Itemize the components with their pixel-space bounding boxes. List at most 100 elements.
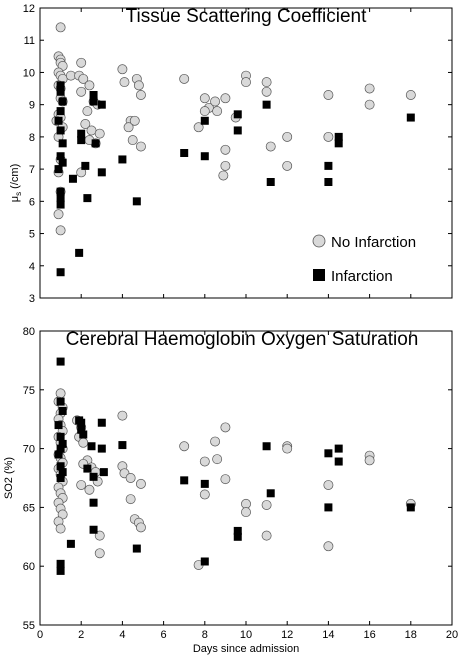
no-infarction-point [261, 530, 272, 541]
infarction-point [83, 194, 92, 203]
infarction-point [132, 544, 141, 553]
no-infarction-point [220, 422, 231, 433]
scattering-panel: Tissue Scattering Coefficient 3 4 5 6 7 8 9 10 1… [9, 3, 453, 305]
no-infarction-point [199, 456, 210, 467]
oxygen-plot-frame [39, 330, 453, 626]
no-infarction-point [364, 99, 375, 110]
x-tick-label: 0 [37, 629, 43, 641]
legend-no-infarction-label: No Infarction [331, 234, 416, 251]
no-infarction-point [76, 57, 87, 68]
no-infarction-point [84, 80, 95, 91]
infarction-point [180, 149, 189, 157]
no-infarction-point [135, 478, 146, 489]
infarction-point [132, 197, 141, 206]
no-infarction-point [78, 437, 89, 448]
infarction-point [56, 152, 65, 161]
infarction-point [58, 406, 67, 415]
no-infarction-point [125, 473, 136, 483]
no-infarction-point [282, 131, 293, 142]
scattering-y-tick-label: 3 [29, 293, 35, 305]
no-infarction-point [261, 500, 272, 510]
oxygen-data-points [53, 357, 416, 575]
infarction-point [89, 472, 98, 481]
no-infarction-point [78, 73, 89, 84]
no-infarction-point [282, 443, 293, 454]
infarction-point [56, 397, 65, 406]
infarction-point [58, 468, 67, 477]
infarction-point [97, 100, 106, 109]
infarction-point [233, 532, 242, 541]
oxygen-y-tick-label: 55 [23, 620, 35, 632]
infarction-point [200, 152, 209, 161]
x-tick-label: 12 [281, 629, 293, 641]
no-infarction-point [212, 454, 223, 465]
no-infarction-point [94, 548, 105, 559]
infarction-point [89, 498, 98, 507]
oxygen-y-tick-label: 60 [23, 561, 35, 573]
infarction-point [77, 136, 86, 145]
scattering-y-tick-label: 9 [29, 100, 35, 112]
infarction-point [97, 168, 106, 177]
infarction-point [266, 178, 275, 186]
x-tick-label: 20 [446, 629, 458, 641]
no-infarction-point [218, 170, 229, 181]
infarction-point [56, 432, 65, 441]
no-infarction-point [133, 80, 144, 91]
no-infarction-point [241, 77, 251, 88]
x-tick-label: 18 [405, 629, 417, 641]
oxygen-saturation-panel: Cerebral Haemoglobin Oxygen Saturation 5… [3, 326, 458, 655]
no-infarction-point [323, 131, 334, 142]
no-infarction-point [199, 93, 210, 104]
no-infarction-point [135, 522, 146, 533]
infarction-point [97, 418, 106, 427]
infarction-point [79, 430, 88, 439]
no-infarction-point [261, 77, 272, 88]
infarction-point [54, 450, 63, 459]
scattering-y-tick-label: 6 [29, 196, 35, 208]
infarction-point [56, 566, 65, 575]
oxygen-y-tick-label: 70 [23, 444, 35, 456]
infarction-point [324, 161, 333, 170]
no-infarction-point [210, 96, 221, 107]
no-infarction-point [323, 541, 334, 552]
infarction-point [262, 100, 271, 109]
infarction-point [334, 132, 343, 141]
no-infarction-point [220, 160, 231, 171]
infarction-point [233, 110, 242, 119]
no-infarction-point [76, 480, 87, 491]
scattering-y-ticks: 3 4 5 6 7 8 9 10 11 12 [23, 3, 453, 305]
no-infarction-point [212, 106, 223, 117]
legend-circle-marker [312, 234, 326, 248]
infarction-point [262, 442, 271, 451]
no-infarction-point [405, 90, 416, 100]
x-tick-label: 4 [119, 629, 125, 641]
infarction-point [77, 418, 86, 427]
scattering-y-axis-unit: (/cm) [9, 164, 21, 192]
no-infarction-point [364, 83, 375, 94]
scattering-y-tick-label: 4 [29, 261, 35, 273]
oxygen-y-axis-label: SO2 (%) [3, 457, 15, 499]
infarction-point [58, 139, 67, 148]
no-infarction-point [282, 160, 293, 171]
no-infarction-point [55, 225, 66, 236]
x-tick-label: 16 [363, 629, 375, 641]
infarction-point [334, 444, 343, 453]
infarction-point [56, 462, 65, 471]
no-infarction-point [127, 135, 138, 146]
legend-square-marker [313, 269, 325, 281]
infarction-point [89, 525, 98, 534]
legend-infarction-label: Infarction [331, 268, 393, 285]
infarction-point [77, 129, 86, 138]
x-tick-label: 2 [78, 629, 84, 641]
scattering-y-tick-label: 11 [24, 35, 35, 47]
oxygen-y-ticks: 55 60 65 70 75 80 [23, 326, 452, 632]
no-infarction-point [94, 128, 105, 139]
infarction-point [406, 503, 415, 512]
infarction-point [56, 107, 65, 116]
x-tick-label: 6 [161, 629, 167, 641]
infarction-point [66, 539, 75, 548]
no-infarction-point [220, 144, 231, 155]
no-infarction-point [55, 22, 66, 33]
no-infarction-point [125, 494, 136, 505]
